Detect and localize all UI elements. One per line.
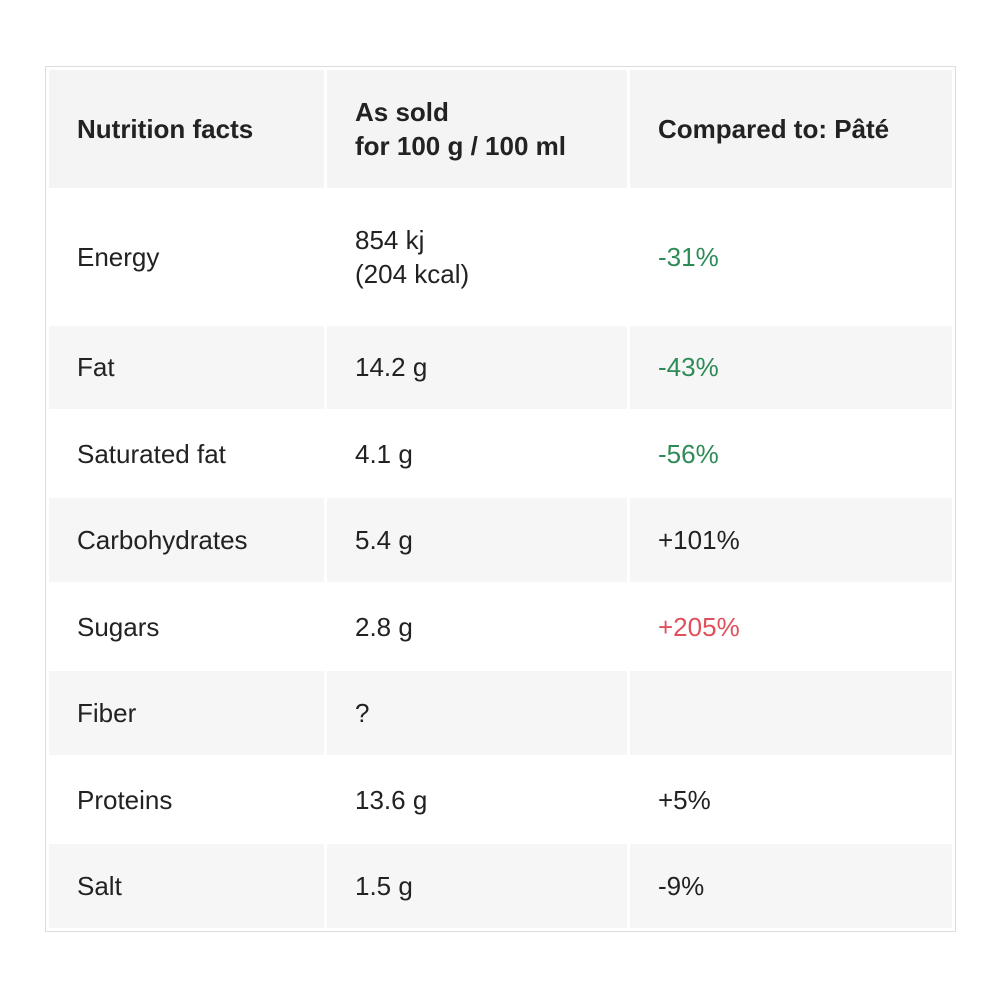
nutrient-name: Energy bbox=[49, 191, 324, 323]
table-row-energy: Energy 854 kj (204 kcal) -31% bbox=[49, 191, 952, 323]
nutrient-name: Sugars bbox=[49, 584, 324, 669]
nutrient-name: Proteins bbox=[49, 757, 324, 842]
nutrient-name: Fat bbox=[49, 325, 324, 409]
nutrient-value: 14.2 g bbox=[327, 325, 627, 409]
nutrient-name: Saturated fat bbox=[49, 411, 324, 496]
table-row-fat: Fat 14.2 g -43% bbox=[49, 325, 952, 409]
nutrient-compare: -43% bbox=[630, 325, 952, 409]
table-row-sugars: Sugars 2.8 g +205% bbox=[49, 584, 952, 669]
nutrition-table: Nutrition facts As sold for 100 g / 100 … bbox=[46, 67, 955, 931]
header-nutrient: Nutrition facts bbox=[49, 70, 324, 188]
nutrient-value: 1.5 g bbox=[327, 844, 627, 928]
nutrient-value: 13.6 g bbox=[327, 757, 627, 842]
nutrient-compare: +5% bbox=[630, 757, 952, 842]
nutrient-compare: -56% bbox=[630, 411, 952, 496]
table-row-carbohydrates: Carbohydrates 5.4 g +101% bbox=[49, 498, 952, 582]
table-row-fiber: Fiber ? bbox=[49, 671, 952, 755]
table-row-salt: Salt 1.5 g -9% bbox=[49, 844, 952, 928]
nutrition-table-container: Nutrition facts As sold for 100 g / 100 … bbox=[45, 66, 956, 932]
nutrient-compare bbox=[630, 671, 952, 755]
nutrient-compare: +205% bbox=[630, 584, 952, 669]
header-as-sold-line2: for 100 g / 100 ml bbox=[355, 131, 566, 161]
nutrient-compare: +101% bbox=[630, 498, 952, 582]
nutrient-compare: -31% bbox=[630, 191, 952, 323]
nutrient-value: 5.4 g bbox=[327, 498, 627, 582]
nutrient-value: ? bbox=[327, 671, 627, 755]
nutrient-value: 2.8 g bbox=[327, 584, 627, 669]
nutrient-name: Carbohydrates bbox=[49, 498, 324, 582]
table-row-proteins: Proteins 13.6 g +5% bbox=[49, 757, 952, 842]
table-header-row: Nutrition facts As sold for 100 g / 100 … bbox=[49, 70, 952, 188]
header-as-sold: As sold for 100 g / 100 ml bbox=[327, 70, 627, 188]
nutrient-name: Fiber bbox=[49, 671, 324, 755]
energy-kcal: (204 kcal) bbox=[355, 258, 470, 289]
nutrient-name: Salt bbox=[49, 844, 324, 928]
energy-kj: 854 kj bbox=[355, 224, 425, 255]
header-as-sold-line1: As sold bbox=[355, 97, 449, 127]
nutrient-value: 4.1 g bbox=[327, 411, 627, 496]
header-compared: Compared to: Pâté bbox=[630, 70, 952, 188]
nutrient-compare: -9% bbox=[630, 844, 952, 928]
table-row-saturated-fat: Saturated fat 4.1 g -56% bbox=[49, 411, 952, 496]
nutrient-value: 854 kj (204 kcal) bbox=[327, 191, 627, 323]
